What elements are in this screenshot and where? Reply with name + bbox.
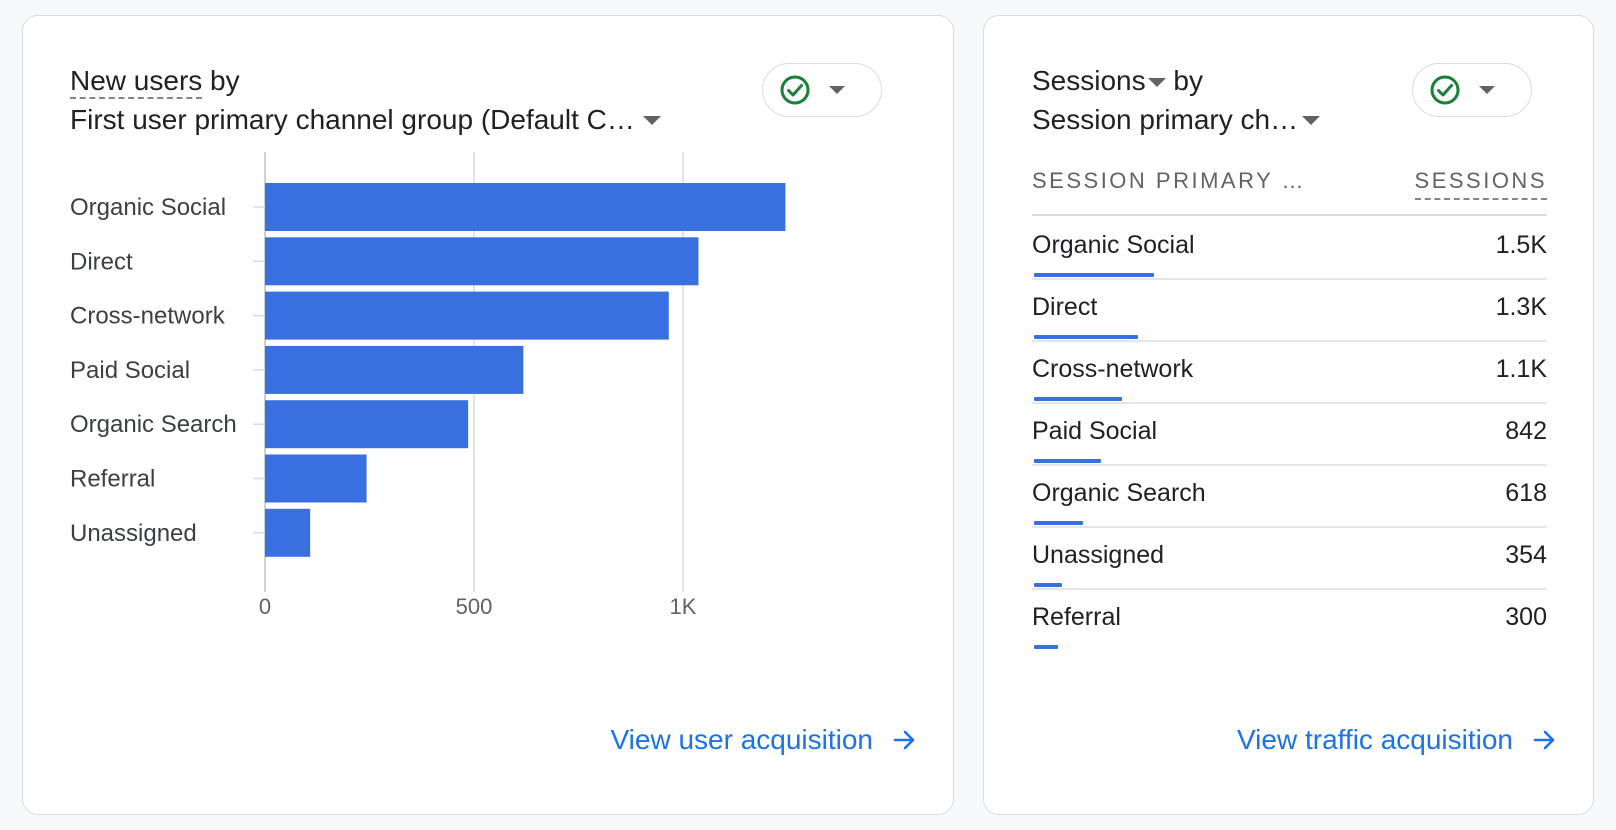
x-tick-label: 0: [259, 594, 271, 619]
row-value: 354: [1505, 541, 1547, 569]
y-category-label: Unassigned: [70, 520, 197, 547]
bar: [265, 345, 524, 394]
new-users-card: New users by First user primary channel …: [22, 15, 954, 815]
header-divider: [1032, 214, 1547, 216]
table-row[interactable]: Unassigned 354: [1032, 526, 1547, 590]
row-divider: [1032, 402, 1547, 404]
row-label: Referral: [1032, 603, 1121, 631]
table-row[interactable]: Referral 300: [1032, 588, 1547, 650]
chevron-down-icon: [829, 86, 845, 94]
row-divider: [1032, 588, 1547, 590]
row-label: Direct: [1032, 293, 1098, 321]
insights-status-button[interactable]: [1412, 63, 1532, 117]
dimension-selector[interactable]: Session primary ch…: [1032, 103, 1321, 137]
y-category-label: Cross-network: [70, 303, 226, 330]
dimension-selector[interactable]: First user primary channel group (Defaul…: [70, 103, 661, 137]
row-value: 300: [1505, 603, 1547, 631]
dimension-label: First user primary channel group (Defaul…: [70, 104, 635, 135]
link-label: View traffic acquisition: [1237, 724, 1513, 755]
check-circle-icon: [780, 75, 810, 105]
row-divider: [1032, 464, 1547, 466]
title-by-text: by: [210, 65, 240, 96]
card-title: Sessions by: [1032, 64, 1203, 98]
row-label: Unassigned: [1032, 541, 1165, 569]
title-by-text: by: [1173, 65, 1203, 96]
row-value: 1.3K: [1495, 293, 1547, 321]
bar: [265, 454, 367, 503]
row-bar: [1034, 521, 1083, 525]
row-label: Cross-network: [1032, 355, 1194, 383]
row-bar: [1034, 397, 1122, 401]
new-users-bar-chart: 0 500 1K Organic Social Direct Cross-network P…: [70, 152, 786, 619]
row-value: 618: [1505, 479, 1547, 507]
chevron-down-icon: [1479, 86, 1495, 94]
column-header-sessions[interactable]: SESSIONS: [1414, 168, 1547, 200]
insights-status-button[interactable]: [762, 63, 882, 117]
sessions-card: Sessions by Session primary ch… SESSION …: [983, 15, 1594, 815]
row-bar: [1034, 273, 1154, 277]
row-value: 1.1K: [1495, 355, 1547, 383]
y-category-label: Organic Search: [70, 411, 237, 438]
metric-label: Sessions: [1032, 65, 1146, 96]
row-label: Organic Social: [1032, 231, 1195, 259]
row-divider: [1032, 526, 1547, 528]
row-value: 1.5K: [1495, 231, 1547, 259]
table-row[interactable]: Paid Social 842: [1032, 402, 1547, 466]
row-label: Paid Social: [1032, 417, 1158, 445]
table-row[interactable]: Direct 1.3K: [1032, 278, 1547, 342]
row-label: Organic Search: [1032, 479, 1206, 507]
row-bar: [1034, 459, 1101, 463]
link-label: View user acquisition: [610, 724, 873, 755]
dimension-label: Session primary ch…: [1032, 104, 1299, 135]
bar: [265, 237, 699, 286]
chevron-down-icon: [1302, 115, 1321, 125]
table-row[interactable]: Cross-network 1.1K: [1032, 340, 1547, 404]
view-user-acquisition-link[interactable]: View user acquisition: [610, 724, 919, 756]
y-category-label: Referral: [70, 466, 155, 493]
table-row[interactable]: Organic Social 1.5K: [1032, 216, 1547, 280]
x-tick-label: 500: [456, 594, 493, 619]
bar: [265, 291, 669, 340]
metric-selector[interactable]: New users: [70, 65, 203, 99]
arrow-right-icon: [893, 730, 915, 750]
x-tick-label: 1K: [670, 594, 697, 619]
table-row[interactable]: Organic Search 618: [1032, 464, 1547, 528]
metric-selector[interactable]: Sessions: [1032, 65, 1166, 96]
row-divider: [1032, 340, 1547, 342]
chevron-down-icon: [642, 115, 661, 125]
arrow-right-icon: [1533, 730, 1555, 750]
bar: [265, 508, 311, 557]
y-category-label: Paid Social: [70, 357, 190, 384]
bar: [265, 183, 786, 231]
column-header-dimension: SESSION PRIMARY …: [1032, 168, 1306, 193]
check-circle-icon: [1430, 75, 1460, 105]
row-divider: [1032, 278, 1547, 280]
chevron-down-icon: [1147, 78, 1166, 88]
row-value: 842: [1505, 417, 1547, 445]
bar: [265, 400, 469, 449]
row-bar: [1034, 645, 1058, 649]
view-traffic-acquisition-link[interactable]: View traffic acquisition: [1237, 724, 1559, 756]
row-bar: [1034, 335, 1138, 339]
y-category-label: Organic Social: [70, 194, 226, 221]
y-category-label: Direct: [70, 248, 133, 275]
card-title: New users by: [70, 64, 240, 99]
row-bar: [1034, 583, 1062, 587]
